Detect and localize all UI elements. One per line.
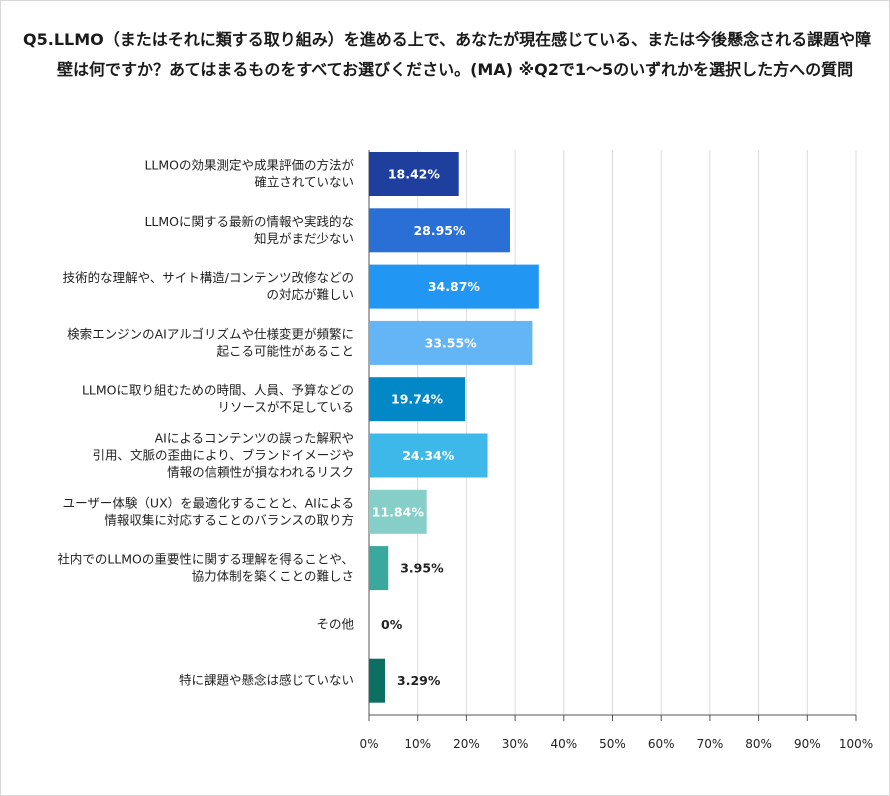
category-label: 特に課題や懸念は感じていない <box>179 673 354 688</box>
grid-lines <box>368 150 857 715</box>
bar <box>369 546 389 591</box>
bar <box>369 152 459 196</box>
value-label: 3.29% <box>397 673 441 688</box>
bar <box>369 208 510 253</box>
value-label: 19.74% <box>391 392 444 407</box>
value-label: 18.42% <box>388 167 441 182</box>
bar <box>369 658 386 703</box>
x-tick-label: 60% <box>648 737 675 751</box>
category-label: LLMOに取り組むための時間、人員、予算などの <box>82 383 354 398</box>
value-label: 24.34% <box>402 448 455 463</box>
category-label: LLMOの効果測定や成果評価の方法が <box>144 158 354 173</box>
value-label: 0% <box>381 617 403 632</box>
x-tick-label: 20% <box>453 737 480 751</box>
x-tick-label: 100% <box>839 737 873 751</box>
bar <box>369 320 533 365</box>
category-label: 技術的な理解や、サイト構造/コンテンツ改修などの <box>63 270 354 285</box>
category-label: 引用、文脈の歪曲により、ブランドイメージや <box>92 448 354 463</box>
chart-title: Q5.LLMO（またはそれに類する取り組み）を進める上で、あなたが現在感じている… <box>23 30 872 79</box>
bar <box>369 377 466 422</box>
category-label: 知見がまだ少ない <box>254 231 354 246</box>
x-tick-label: 80% <box>745 737 772 751</box>
value-label: 34.87% <box>428 279 481 294</box>
category-label: 起こる可能性があること <box>216 343 354 358</box>
x-tick-label: 90% <box>794 737 821 751</box>
category-label: LLMOに関する最新の情報や実践的な <box>144 214 354 229</box>
x-tick-label: 0% <box>359 737 378 751</box>
x-tick-label: 70% <box>697 737 724 751</box>
category-label: AIによるコンテンツの誤った解釈や <box>155 431 354 446</box>
value-label: 28.95% <box>413 223 466 238</box>
bar <box>369 433 488 478</box>
category-label: 社内でのLLMOの重要性に関する理解を得ることや、 <box>57 552 354 567</box>
category-label: 確立されていない <box>254 175 354 190</box>
x-tick-label: 10% <box>404 737 431 751</box>
category-label: その他 <box>316 616 354 631</box>
value-label: 3.95% <box>400 561 444 576</box>
bars <box>369 152 539 703</box>
value-label: 11.84% <box>372 504 425 519</box>
category-label: 協力体制を築くことの難しさ <box>192 569 354 584</box>
category-label: リソースが不足している <box>217 400 354 415</box>
x-axis: 0% 10% 20% 30% 40% 50% 60% 70% 80% 90% 100% <box>359 714 873 751</box>
x-tick-label: 30% <box>502 737 529 751</box>
category-label: 情報収集に対応することのバランスの取り方 <box>104 512 354 527</box>
x-tick-label: 40% <box>550 737 577 751</box>
value-label: 33.55% <box>425 335 478 350</box>
x-tick-label: 50% <box>599 737 626 751</box>
category-label: の対応が難しい <box>266 287 354 302</box>
category-label: 情報の信頼性が損なわれるリスク <box>167 465 354 480</box>
category-label: ユーザー体験（UX）を最適化することと、AIによる <box>63 495 354 510</box>
bar <box>369 489 427 534</box>
value-labels: 18.42% 28.95% 34.87% 33.55% 19.74% 24.34% 11.8… <box>372 167 481 689</box>
bar <box>369 264 539 309</box>
category-label: 検索エンジンのAIアルゴリズムや仕様変更が頻繁に <box>67 326 354 341</box>
